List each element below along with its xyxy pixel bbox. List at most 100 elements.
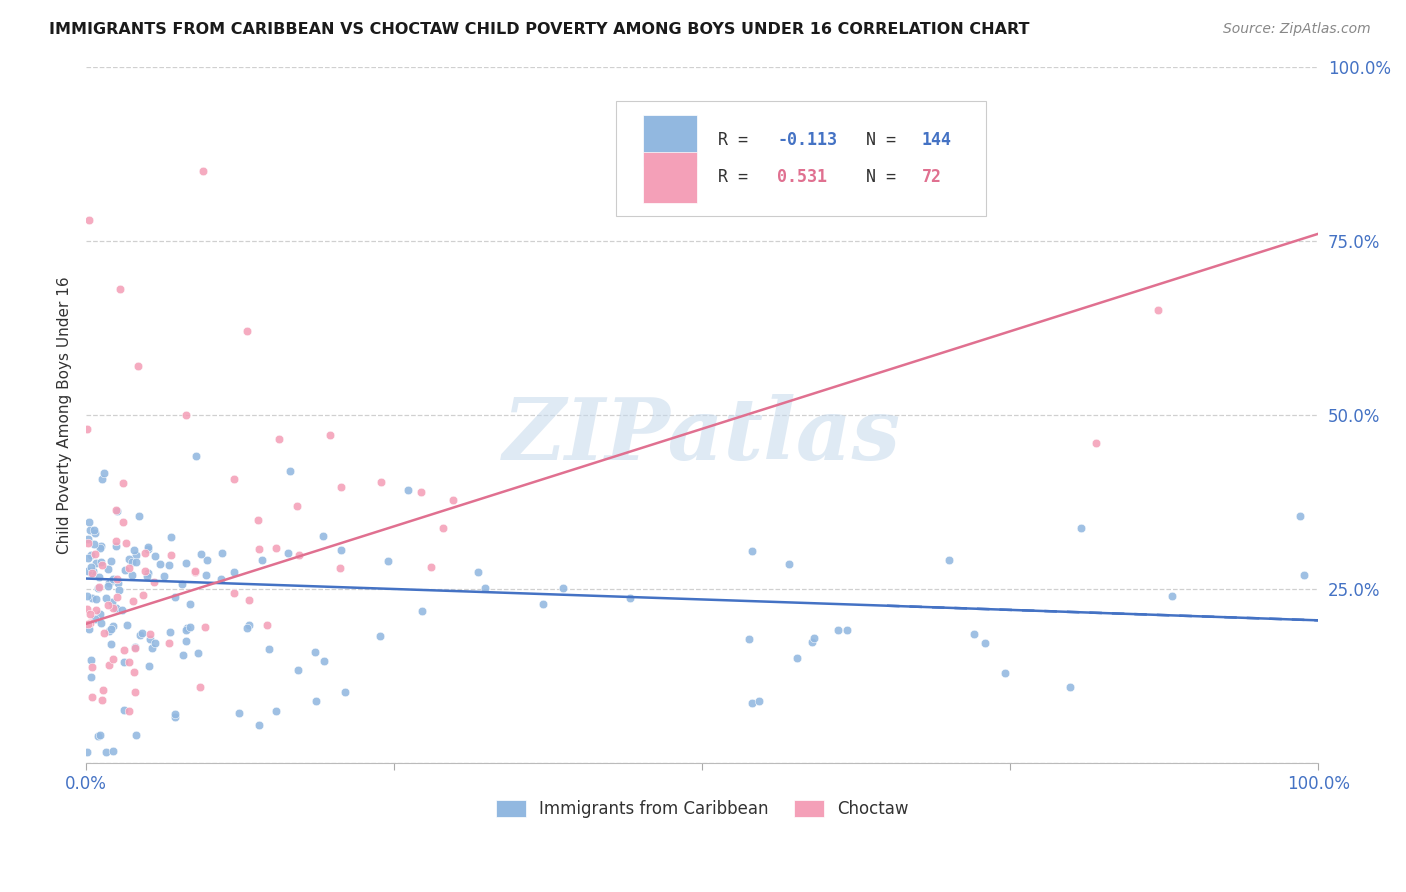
Point bbox=[143, 636, 166, 650]
Point bbox=[132, 588, 155, 602]
Point bbox=[76, 590, 98, 604]
Point bbox=[157, 636, 180, 650]
Point bbox=[174, 623, 197, 637]
Point bbox=[91, 558, 114, 572]
Point bbox=[79, 523, 101, 537]
Point bbox=[827, 623, 849, 637]
Point bbox=[287, 663, 309, 677]
Point bbox=[165, 591, 187, 605]
Point bbox=[122, 665, 145, 679]
Point bbox=[111, 603, 134, 617]
Point bbox=[138, 658, 160, 673]
Point bbox=[93, 466, 115, 480]
Point bbox=[80, 548, 103, 562]
Point bbox=[938, 552, 960, 566]
Point bbox=[184, 565, 207, 579]
Point bbox=[105, 601, 128, 615]
Point bbox=[803, 631, 825, 645]
FancyBboxPatch shape bbox=[616, 102, 986, 217]
Point bbox=[277, 546, 299, 560]
Point bbox=[136, 566, 159, 580]
Point bbox=[209, 572, 232, 586]
Text: N =: N = bbox=[866, 131, 905, 150]
Point bbox=[222, 566, 245, 580]
Point bbox=[411, 604, 433, 618]
Point bbox=[329, 543, 352, 558]
Point bbox=[187, 646, 209, 660]
Point bbox=[194, 568, 217, 582]
Point bbox=[80, 670, 103, 684]
Point bbox=[104, 534, 127, 549]
Text: Source: ZipAtlas.com: Source: ZipAtlas.com bbox=[1223, 22, 1371, 37]
Point bbox=[111, 515, 134, 529]
FancyBboxPatch shape bbox=[643, 115, 697, 166]
Point bbox=[441, 492, 464, 507]
Point bbox=[114, 563, 136, 577]
Point bbox=[333, 684, 356, 698]
Point bbox=[91, 683, 114, 698]
Point bbox=[143, 549, 166, 563]
Point bbox=[100, 554, 122, 568]
Text: 72: 72 bbox=[921, 169, 942, 186]
FancyBboxPatch shape bbox=[643, 152, 697, 203]
Point bbox=[90, 539, 112, 553]
Point bbox=[786, 651, 808, 665]
Point bbox=[124, 640, 146, 654]
Point bbox=[224, 472, 246, 486]
Point bbox=[105, 504, 128, 518]
Point bbox=[101, 652, 124, 666]
Point bbox=[104, 539, 127, 553]
Point bbox=[77, 536, 100, 550]
Point bbox=[105, 572, 128, 586]
Point bbox=[91, 472, 114, 486]
Point bbox=[117, 618, 139, 632]
Point bbox=[90, 556, 112, 570]
Point bbox=[250, 552, 273, 566]
Point bbox=[236, 324, 259, 338]
Point bbox=[172, 648, 194, 663]
Point bbox=[82, 566, 104, 581]
Point bbox=[83, 525, 105, 540]
Point bbox=[122, 542, 145, 557]
Text: N =: N = bbox=[866, 169, 917, 186]
Point bbox=[76, 422, 98, 436]
Text: -0.113: -0.113 bbox=[778, 131, 838, 150]
Point bbox=[115, 536, 138, 550]
Point bbox=[112, 655, 135, 669]
Point bbox=[170, 577, 193, 591]
Point bbox=[377, 553, 399, 567]
Point bbox=[124, 685, 146, 699]
Point bbox=[100, 637, 122, 651]
Point bbox=[1288, 509, 1310, 524]
Point bbox=[107, 576, 129, 591]
Point bbox=[228, 706, 250, 720]
Point bbox=[1160, 590, 1182, 604]
Point bbox=[86, 591, 108, 606]
Point bbox=[142, 574, 165, 589]
Point bbox=[79, 515, 101, 529]
Point bbox=[184, 449, 207, 463]
Point bbox=[741, 544, 763, 558]
Point bbox=[1294, 568, 1316, 582]
Point bbox=[105, 591, 128, 605]
Point bbox=[312, 654, 335, 668]
Point bbox=[163, 710, 186, 724]
Point bbox=[420, 560, 443, 574]
Point bbox=[121, 568, 143, 582]
Point bbox=[98, 575, 121, 590]
Point bbox=[89, 541, 111, 555]
Point bbox=[84, 556, 107, 570]
Point bbox=[159, 625, 181, 640]
Point bbox=[174, 556, 197, 570]
Point bbox=[141, 641, 163, 656]
Point bbox=[112, 703, 135, 717]
Point bbox=[77, 564, 100, 578]
Point bbox=[305, 694, 328, 708]
Point bbox=[86, 729, 108, 743]
Point bbox=[247, 541, 270, 556]
Point bbox=[163, 707, 186, 722]
Point bbox=[91, 692, 114, 706]
Point bbox=[77, 622, 100, 636]
Point bbox=[94, 591, 117, 605]
Point bbox=[287, 548, 309, 562]
